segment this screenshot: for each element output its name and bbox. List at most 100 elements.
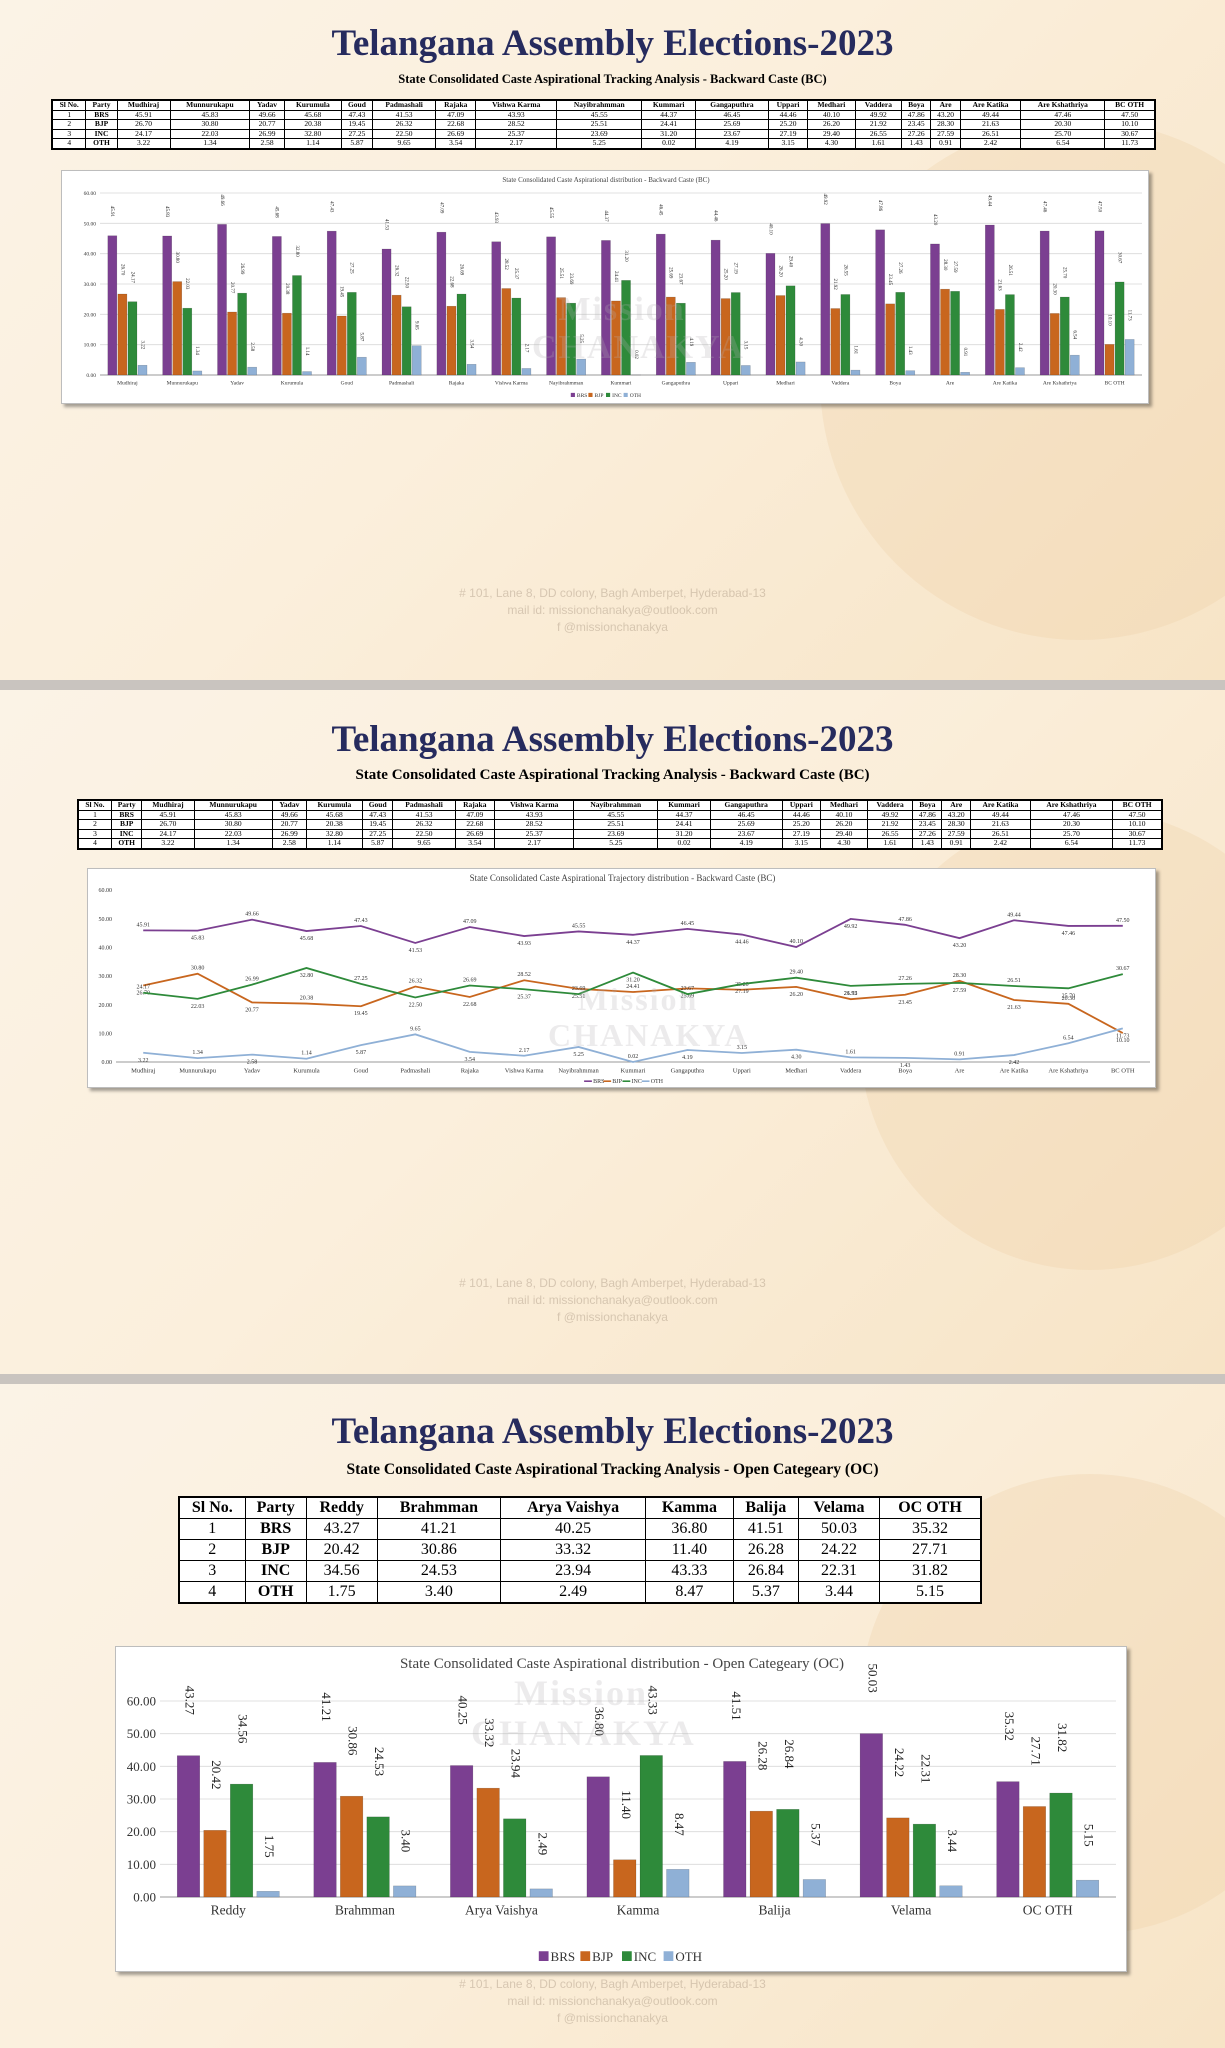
data-label: 23.45	[887, 274, 892, 286]
table-cell: 1.34	[169, 138, 251, 149]
table-cell: 25.20	[781, 819, 822, 830]
table-header-cell: Medhari	[807, 99, 856, 111]
data-label: 1.34	[194, 346, 199, 355]
table-cell: 25.51	[573, 819, 659, 830]
bc-bar-panel: Telangana Assembly Elections-2023 State …	[0, 0, 1225, 680]
data-label: 45.91	[109, 206, 114, 218]
table-cell: 0.02	[641, 138, 696, 149]
table-row: 3 INC 24.17 22.03 26.99 32.80 27.25 22.50 26.69 2…	[77, 828, 1163, 839]
table-header-cell: BC OTH	[1104, 99, 1156, 111]
x-category-label: Munnurukapu	[167, 381, 198, 387]
bar-brs	[710, 239, 721, 376]
data-label: 26.51	[1007, 265, 1012, 277]
bar-oth	[302, 371, 312, 376]
table-row: 3 INC 34.56 24.53 23.94 43.33 26.84 22.31 31.82	[178, 1560, 982, 1582]
bar-inc	[182, 307, 193, 376]
data-label: 47.46	[1062, 931, 1076, 937]
data-label: 26.28	[755, 1741, 770, 1770]
x-category-label: Boya	[889, 381, 901, 387]
data-label: 43.93	[493, 212, 498, 224]
x-category-label: Are Kshathriya	[1043, 381, 1077, 387]
table-cell: 30.86	[376, 1539, 502, 1561]
table-cell: 20.38	[283, 119, 342, 130]
data-label: 20.42	[209, 1760, 224, 1789]
bc-bar-chart-svg: State Consolidated Caste Aspirational di…	[84, 176, 1142, 399]
data-label: 26.51	[1007, 978, 1021, 984]
data-label: 49.92	[822, 194, 827, 206]
data-label: 40.25	[456, 1696, 471, 1725]
data-label: 2.17	[523, 344, 528, 353]
table-header-cell: Reddy	[305, 1496, 378, 1519]
table-header-cell: Boya	[912, 799, 943, 811]
bar-oth	[192, 370, 203, 376]
data-label: 47.50	[1116, 918, 1130, 924]
table-cell: 2.58	[249, 138, 285, 149]
data-label: 5.25	[573, 1052, 584, 1058]
table-cell: 25.51	[556, 119, 643, 130]
x-category-label: Vaddera	[840, 1068, 861, 1075]
footer: # 101, Lane 8, DD colony, Bagh Amberpet,…	[0, 1976, 1225, 2027]
table-cell: 21.63	[970, 819, 1031, 830]
y-tick-label: 50.00	[99, 917, 113, 923]
bar-brs	[1039, 230, 1050, 376]
oc-bar-chart-svg: State Consolidated Caste Aspirational di…	[127, 1656, 1116, 1964]
bar-inc	[347, 292, 357, 376]
legend-label: BJP	[612, 1079, 622, 1085]
table-row: 1 BRS 43.27 41.21 40.25 36.80 41.51 50.03 35.32	[178, 1518, 982, 1540]
table-row: 2 BJP 26.70 30.80 20.77 20.38 19.45 26.32 22.68 2…	[51, 119, 1156, 130]
data-label: 4.30	[791, 1055, 802, 1061]
table-cell: 2.58	[271, 838, 307, 849]
data-label: 45.68	[300, 936, 314, 942]
table-cell: 5.37	[732, 1581, 799, 1604]
table-row: 4 OTH 3.22 1.34 2.58 1.14 5.87 9.65 3.54 2.17 5.25…	[51, 138, 1156, 149]
data-label: 41.53	[409, 948, 423, 954]
party-cell: OTH	[110, 838, 143, 849]
data-label: 20.30	[1062, 996, 1076, 1002]
data-label: 1.61	[852, 345, 857, 354]
bar-inc	[730, 292, 741, 376]
table-row: 1 BRS 45.91 45.83 49.66 45.68 47.43 41.53 47.09 4…	[51, 109, 1156, 120]
bar-inc	[127, 301, 138, 376]
oc-data-table: Sl No. Party Reddy Brahmman Arya Vaishya Kamm…	[178, 1496, 982, 1604]
data-label: 27.71	[1028, 1736, 1043, 1765]
data-label: 21.92	[844, 991, 858, 997]
data-label: 2.58	[247, 1060, 257, 1066]
table-cell: 1.61	[866, 838, 914, 849]
bar-oth	[795, 361, 806, 376]
data-label: 29.40	[790, 970, 804, 976]
chart-title: State Consolidated Caste Aspirational di…	[400, 1656, 844, 1672]
data-label: 24.22	[892, 1748, 907, 1777]
data-label: 32.80	[300, 973, 314, 979]
data-label: 2.17	[519, 1048, 530, 1054]
table-header-cell: Mudhiraj	[116, 99, 171, 111]
bar-bjp	[172, 281, 183, 376]
table-cell: 34.56	[305, 1560, 378, 1582]
data-label: 49.44	[987, 195, 992, 207]
data-label: 24.41	[626, 984, 640, 990]
table-cell: 23.94	[500, 1560, 647, 1582]
data-label: 5.15	[1082, 1824, 1097, 1847]
bar-bjp	[556, 297, 566, 376]
footer-address: # 101, Lane 8, DD colony, Bagh Amberpet,…	[459, 1276, 766, 1290]
data-label: 24.17	[136, 985, 150, 991]
bar-brs	[491, 241, 502, 376]
data-label: 31.20	[623, 250, 628, 262]
table-cell: 8.47	[645, 1581, 734, 1604]
data-label: 25.51	[572, 994, 586, 1000]
x-category-label: Are	[955, 1068, 965, 1075]
table-header-cell: Medhari	[820, 799, 868, 811]
x-category-label: Are	[946, 381, 955, 387]
table-cell: 43.33	[645, 1560, 734, 1582]
bar-brs	[436, 231, 447, 376]
table-cell: 0.02	[657, 838, 711, 849]
table-header-cell: Kummari	[641, 99, 696, 111]
x-category-label: Vaddera	[831, 381, 850, 387]
data-label: 5.25	[578, 334, 583, 343]
table-header-cell: Are Katika	[959, 99, 1022, 111]
data-label: 44.37	[603, 210, 608, 222]
x-category-label: Balija	[758, 1903, 790, 1918]
table-cell: 40.25	[500, 1518, 647, 1540]
bar-bjp	[720, 298, 731, 376]
y-tick-label: 60.00	[99, 888, 113, 894]
data-label: 30.67	[1116, 252, 1121, 264]
